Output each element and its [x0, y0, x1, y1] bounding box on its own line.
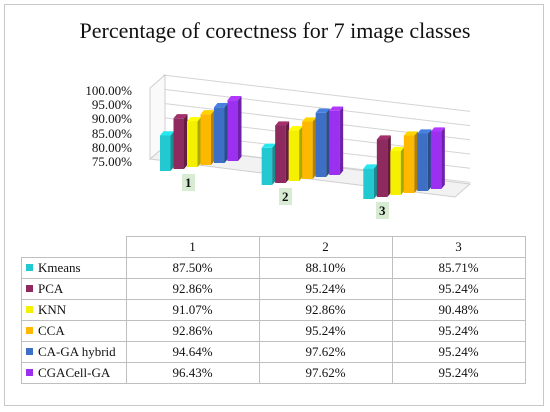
table-cell: 94.64%: [125, 341, 260, 363]
table-cell: 97.62%: [258, 341, 393, 363]
table-cell: 91.07%: [125, 299, 260, 321]
table-header-cell: 3: [391, 236, 526, 258]
legend-label: CGACell-GA: [38, 365, 111, 380]
legend-swatch: [26, 369, 33, 376]
table-row: CCA 92.86% 95.24% 95.24%: [21, 320, 526, 342]
chart-title: Percentage of corectness for 7 image cla…: [79, 18, 471, 43]
legend-entry: CGACell-GA: [21, 362, 127, 384]
y-tick-label: 95.00%: [91, 97, 132, 113]
table-cell: 95.24%: [258, 278, 393, 300]
table-cell: 95.24%: [258, 320, 393, 342]
table-header-cell: 1: [125, 236, 260, 258]
gridline: [162, 88, 471, 127]
bar-cgacell-ga-cat-3: [430, 127, 445, 189]
table-cell: 90.48%: [391, 299, 526, 321]
table-row: CGACell-GA 96.43% 97.62% 95.24%: [21, 362, 526, 384]
table-cell: 97.62%: [258, 362, 393, 384]
x-category-label: 3: [376, 202, 389, 219]
bar-kmeans-cat-3: [363, 164, 378, 199]
table-cell: 92.86%: [125, 278, 260, 300]
table-cell: 88.10%: [258, 257, 393, 279]
bar-ca-ga-hybrid-cat-2: [315, 108, 330, 177]
table-cell: 92.86%: [258, 299, 393, 321]
table-cell: 92.86%: [125, 320, 260, 342]
legend-entry: KNN: [21, 299, 127, 321]
bar-pca-cat-1: [173, 114, 188, 169]
legend-entry: CA-GA hybrid: [21, 341, 127, 363]
legend-entry: CCA: [21, 320, 127, 342]
bar-cca-cat-2: [302, 117, 317, 179]
bar-kmeans-cat-1: [160, 131, 174, 171]
y-tick-label: 85.00%: [91, 125, 132, 141]
bar-knn-cat-1: [187, 117, 201, 167]
bar-ca-ga-hybrid-cat-3: [417, 129, 432, 191]
bar-cgacell-ga-cat-2: [329, 106, 344, 175]
legend-swatch: [26, 306, 33, 313]
bar-cgacell-ga-cat-1: [227, 95, 242, 161]
table-cell: 96.43%: [125, 362, 260, 384]
y-tick-label: 75.00%: [91, 154, 132, 169]
table-row: KNN 91.07% 92.86% 90.48%: [21, 299, 526, 321]
bar-pca-cat-2: [275, 121, 290, 183]
table-row: CA-GA hybrid 94.64% 97.62% 95.24%: [21, 341, 526, 363]
x-category-label: 1: [182, 174, 195, 191]
table-cell: 87.50%: [125, 257, 260, 279]
bar-cca-cat-3: [403, 131, 418, 193]
table-corner: [21, 236, 127, 258]
legend-label: KNN: [38, 302, 67, 317]
legend-label: PCA: [38, 281, 64, 296]
legend-label: Kmeans: [38, 260, 81, 275]
y-tick-label: 90.00%: [91, 111, 132, 127]
bar-cca-cat-1: [200, 110, 215, 165]
gridline: [162, 74, 471, 112]
table-cell: 95.24%: [391, 320, 526, 342]
legend-entry: PCA: [21, 278, 127, 300]
y-tick-label: 100.00%: [85, 83, 132, 98]
legend-swatch: [26, 285, 33, 292]
bar-knn-cat-3: [390, 146, 405, 195]
x-category-label: 2: [279, 188, 292, 205]
table-cell: 95.24%: [391, 362, 526, 384]
table-header-cell: 2: [258, 236, 393, 258]
table-row: PCA 92.86% 95.24% 95.24%: [21, 278, 526, 300]
table-cell: 85.71%: [391, 257, 526, 279]
legend-entry: Kmeans: [21, 257, 127, 279]
table-row: Kmeans 87.50% 88.10% 85.71%: [21, 257, 526, 279]
legend-label: CCA: [38, 323, 65, 338]
legend-label: CA-GA hybrid: [38, 344, 116, 359]
bar-kmeans-cat-2: [261, 143, 276, 185]
table-cell: 95.24%: [391, 278, 526, 300]
table-cell: 95.24%: [391, 341, 526, 363]
bar-pca-cat-3: [376, 135, 391, 197]
bar-knn-cat-2: [288, 126, 303, 181]
legend-swatch: [26, 348, 33, 355]
legend-swatch: [26, 264, 33, 271]
data-table: 1 2 3 Kmeans 87.50% 88.10% 85.71% PCA 92.86% 95.2…: [21, 236, 526, 384]
bar-ca-ga-hybrid-cat-1: [214, 103, 228, 163]
y-tick-label: 80.00%: [91, 139, 132, 155]
legend-swatch: [26, 327, 33, 334]
